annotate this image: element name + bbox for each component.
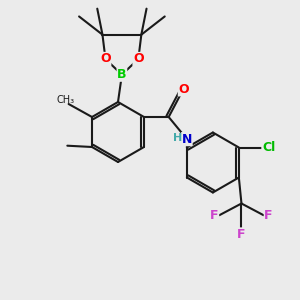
Text: O: O <box>178 83 189 96</box>
Text: F: F <box>264 209 273 222</box>
Text: F: F <box>237 228 246 241</box>
Text: CH₃: CH₃ <box>57 95 75 105</box>
Text: O: O <box>133 52 144 65</box>
Text: O: O <box>100 52 111 65</box>
Text: N: N <box>182 133 192 146</box>
Text: B: B <box>117 68 127 81</box>
Text: F: F <box>210 209 219 222</box>
Text: Cl: Cl <box>262 141 275 154</box>
Text: H: H <box>173 133 182 143</box>
